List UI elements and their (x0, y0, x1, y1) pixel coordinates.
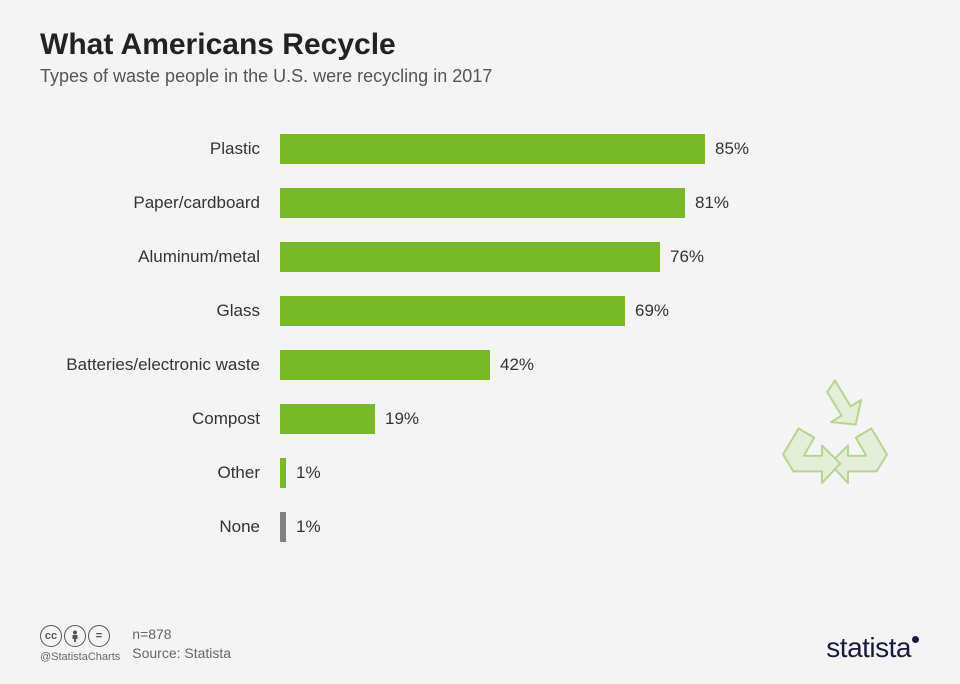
bar-row: None1% (280, 503, 920, 551)
bar (280, 404, 375, 434)
chart-title: What Americans Recycle (40, 28, 920, 62)
chart-subtitle: Types of waste people in the U.S. were r… (40, 66, 920, 87)
recycle-icon (770, 370, 900, 500)
bar-label: Compost (40, 409, 270, 429)
bar (280, 350, 490, 380)
bar-row: Aluminum/metal76% (280, 233, 920, 281)
bar-row: Paper/cardboard81% (280, 179, 920, 227)
sample-size: n=878 (132, 625, 231, 645)
bar-label: None (40, 517, 270, 537)
bar-label: Batteries/electronic waste (40, 355, 270, 375)
bar-label: Aluminum/metal (40, 247, 270, 267)
bar (280, 242, 660, 272)
bar-label: Glass (40, 301, 270, 321)
bar (280, 512, 286, 542)
statista-logo: statista (826, 632, 920, 664)
bar-value: 1% (296, 517, 321, 537)
twitter-handle: @StatistaCharts (40, 651, 120, 663)
bar-row: Glass69% (280, 287, 920, 335)
bar (280, 296, 625, 326)
source-text: Source: Statista (132, 644, 231, 664)
bar-value: 19% (385, 409, 419, 429)
bar-row: Plastic85% (280, 125, 920, 173)
nd-icon: = (88, 625, 110, 647)
bar-label: Paper/cardboard (40, 193, 270, 213)
bar (280, 458, 286, 488)
cc-icon: cc (40, 625, 62, 647)
bar-value: 81% (695, 193, 729, 213)
bar-value: 76% (670, 247, 704, 267)
bar-value: 42% (500, 355, 534, 375)
bar-value: 69% (635, 301, 669, 321)
bar-value: 1% (296, 463, 321, 483)
cc-license-icons: cc = @StatistaCharts (40, 625, 120, 663)
by-icon (64, 625, 86, 647)
bar (280, 188, 685, 218)
bar-value: 85% (715, 139, 749, 159)
chart-footer: cc = @StatistaCharts n=878 Source: Stati… (40, 625, 920, 664)
bar-label: Plastic (40, 139, 270, 159)
bar (280, 134, 705, 164)
bar-label: Other (40, 463, 270, 483)
